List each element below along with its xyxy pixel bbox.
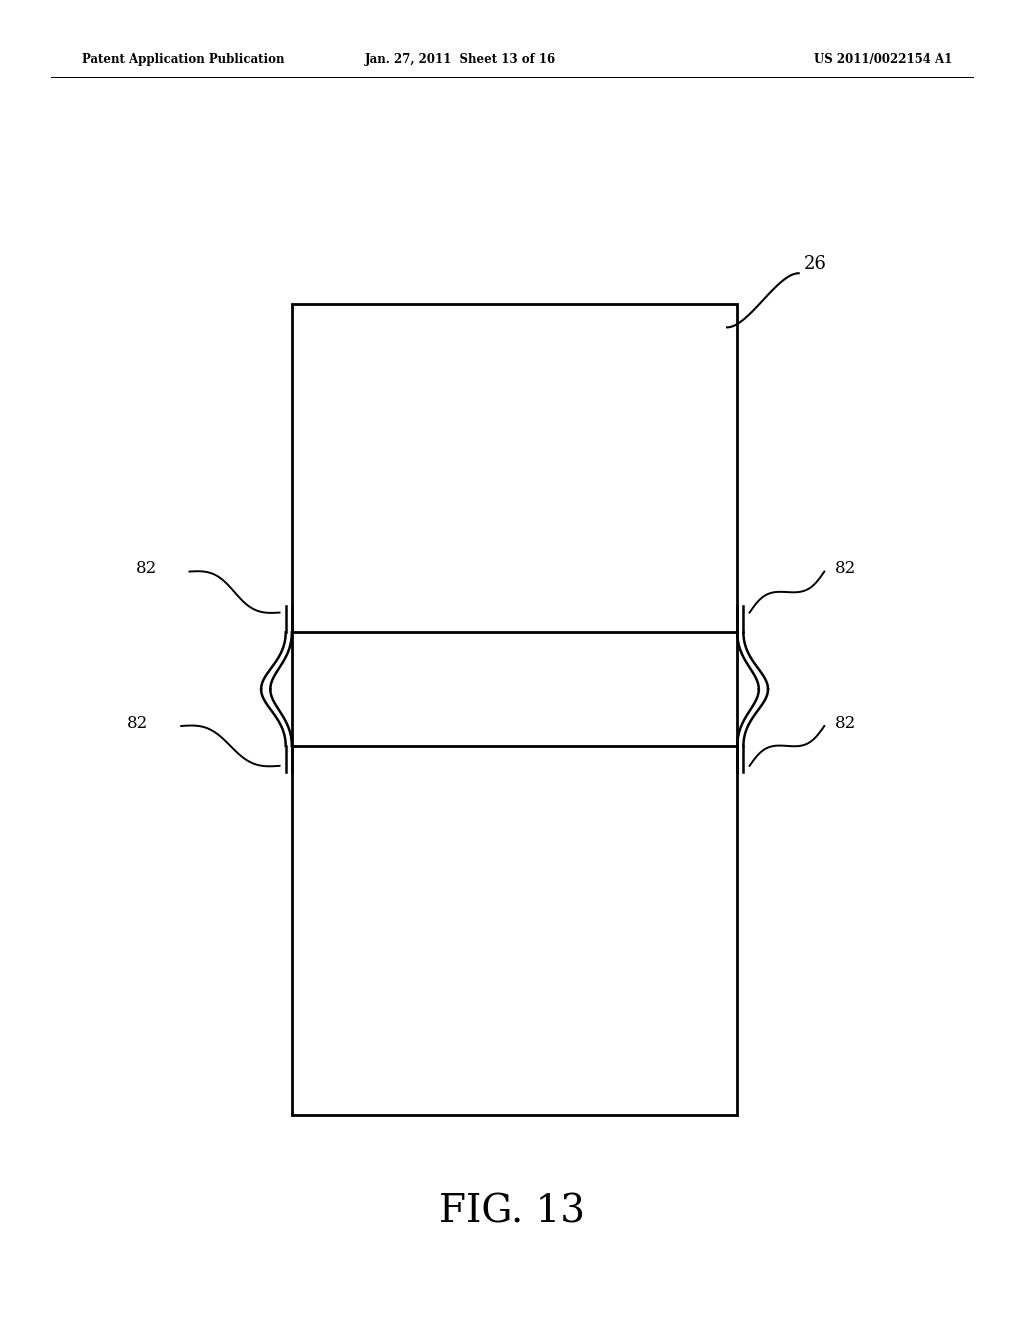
Bar — [292, 304, 737, 1115]
Text: 82: 82 — [127, 715, 148, 731]
Text: 82: 82 — [835, 715, 856, 731]
Text: 82: 82 — [835, 561, 856, 577]
Text: 82: 82 — [135, 561, 157, 577]
Text: US 2011/0022154 A1: US 2011/0022154 A1 — [814, 53, 952, 66]
Text: FIG. 13: FIG. 13 — [439, 1193, 585, 1230]
Text: Jan. 27, 2011  Sheet 13 of 16: Jan. 27, 2011 Sheet 13 of 16 — [366, 53, 556, 66]
Text: 26: 26 — [804, 255, 826, 273]
Text: Patent Application Publication: Patent Application Publication — [82, 53, 285, 66]
